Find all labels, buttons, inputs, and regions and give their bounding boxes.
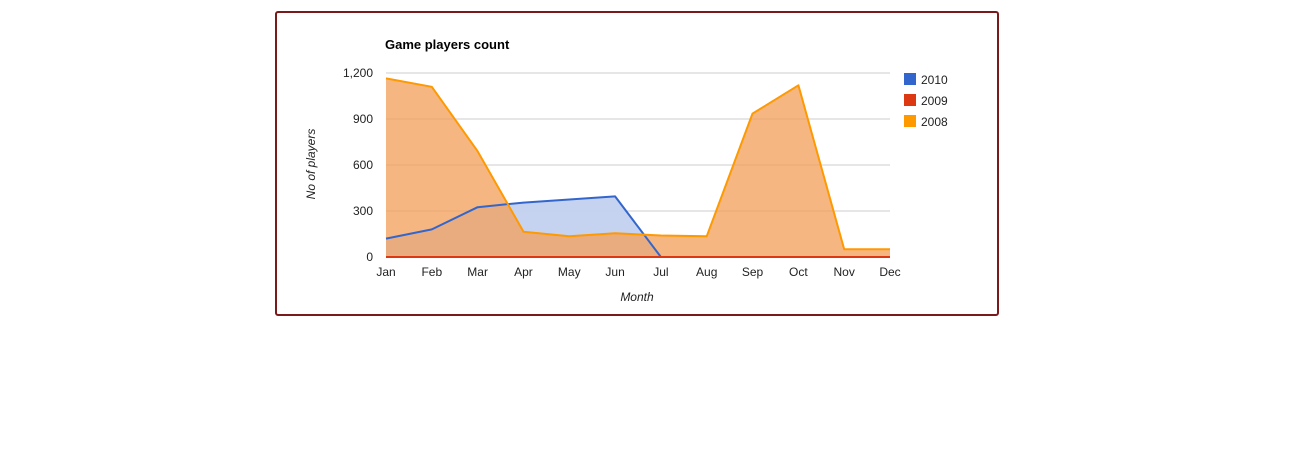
x-tick-label: Apr: [514, 265, 533, 279]
x-axis-ticks: Jan Feb Mar Apr May Jun Jul Aug Sep Oct Nov Dec: [376, 265, 900, 279]
chart-card: Game players count 0 300 600 900 1,200 Jan Fe…: [275, 11, 999, 316]
y-tick-label: 1,200: [343, 66, 373, 80]
area-chart: Game players count 0 300 600 900 1,200 Jan Fe…: [304, 37, 948, 304]
legend: 2010 2009 2008: [904, 73, 948, 129]
legend-label-2010: 2010: [921, 73, 948, 87]
y-axis-title: No of players: [304, 129, 318, 200]
x-tick-label: Mar: [467, 265, 488, 279]
x-tick-label: May: [558, 265, 581, 279]
chart-title: Game players count: [385, 37, 510, 52]
y-tick-label: 900: [353, 112, 373, 126]
legend-swatch-2008: [904, 115, 916, 127]
x-tick-label: Jan: [376, 265, 395, 279]
x-tick-label: Feb: [421, 265, 442, 279]
x-tick-label: Nov: [834, 265, 855, 279]
legend-swatch-2010: [904, 73, 916, 85]
series-lines: [385, 77, 890, 258]
x-tick-label: Aug: [696, 265, 717, 279]
x-tick-label: Jun: [605, 265, 624, 279]
y-tick-label: 300: [353, 204, 373, 218]
x-tick-label: Jul: [653, 265, 668, 279]
legend-swatch-2009: [904, 94, 916, 106]
x-tick-label: Sep: [742, 265, 764, 279]
x-tick-label: Dec: [879, 265, 900, 279]
x-axis-title: Month: [620, 290, 654, 304]
series-line-2008: [385, 77, 890, 251]
y-tick-label: 0: [366, 250, 373, 264]
x-tick-label: Oct: [789, 265, 808, 279]
series-areas: [386, 78, 890, 258]
legend-label-2009: 2009: [921, 94, 948, 108]
legend-label-2008: 2008: [921, 115, 948, 129]
y-axis-ticks: 0 300 600 900 1,200: [343, 66, 373, 264]
y-tick-label: 600: [353, 158, 373, 172]
